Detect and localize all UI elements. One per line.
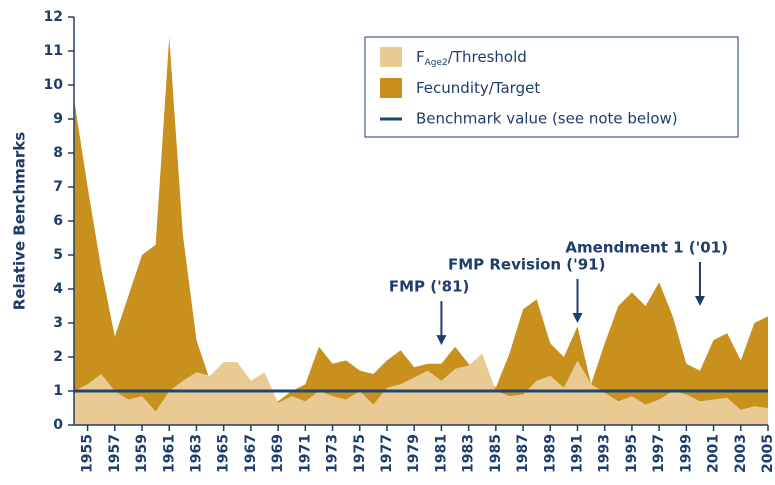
legend-label: FAge2/Threshold (416, 48, 527, 68)
y-tick-label: 0 (53, 417, 63, 433)
arrow-head (436, 335, 447, 346)
x-tick-label: 1983 (461, 434, 477, 473)
y-tick-label: 6 (53, 213, 63, 229)
x-tick-label: 1987 (515, 434, 531, 473)
y-axis-label: Relative Benchmarks (11, 132, 29, 310)
x-tick-label: 2005 (760, 434, 775, 473)
x-tick-label: 1961 (161, 434, 177, 473)
x-tick-label: 1975 (352, 434, 368, 473)
x-tick-label: 1997 (651, 434, 667, 473)
area (74, 37, 768, 426)
x-tick-label: 1967 (243, 434, 259, 473)
x-tick-label: 2001 (706, 434, 722, 473)
y-tick-label: 11 (44, 43, 63, 59)
x-tick-label: 1959 (134, 434, 150, 473)
y-tick-label: 8 (53, 145, 63, 161)
x-tick-label: 1991 (569, 434, 585, 473)
x-tick-label: 1969 (270, 434, 286, 473)
x-tick-label: 1965 (216, 434, 232, 473)
x-tick-label: 1985 (488, 434, 504, 473)
x-tick-label: 1993 (597, 434, 613, 473)
y-tick-label: 5 (53, 247, 63, 263)
y-tick-label: 9 (53, 111, 63, 127)
y-tick-label: 7 (53, 179, 63, 195)
y-tick-label: 4 (53, 281, 63, 297)
x-tick-label: 1989 (542, 434, 558, 473)
legend-label-part: Fecundity/Target (416, 79, 540, 97)
x-tick-label: 1973 (325, 434, 341, 473)
legend-box (364, 36, 739, 138)
x-tick-label: 1981 (433, 434, 449, 473)
legend-label: Benchmark value (see note below) (416, 110, 678, 128)
legend-swatch (380, 78, 402, 98)
x-tick-label: 1977 (379, 434, 395, 473)
arrow-head (694, 296, 705, 306)
x-tick-label: 2003 (733, 434, 749, 473)
arrow-head (572, 313, 583, 323)
legend-label-part: /Threshold (448, 48, 527, 66)
y-tick-label: 3 (53, 315, 63, 331)
x-tick-label: 1957 (107, 434, 123, 473)
legend-swatch (380, 47, 402, 67)
y-tick-label: 1 (53, 383, 63, 399)
x-tick-label: 1955 (80, 434, 96, 473)
y-tick-label: 2 (53, 349, 63, 365)
annotation-label: FMP ('81) (389, 278, 470, 296)
x-tick-label: 1995 (624, 434, 640, 473)
legend-label: Fecundity/Target (416, 79, 540, 97)
x-tick-label: 1979 (406, 434, 422, 473)
annotation-label: FMP Revision ('91) (448, 256, 606, 274)
annotation-label: Amendment 1 ('01) (565, 239, 728, 257)
legend-label-part: Age2 (425, 58, 448, 68)
x-tick-label: 1963 (188, 434, 204, 473)
x-tick-label: 1999 (678, 434, 694, 473)
area (74, 353, 768, 425)
legend-label-part: F (416, 48, 425, 66)
y-tick-label: 10 (44, 77, 64, 93)
y-tick-label: 12 (44, 9, 63, 25)
x-tick-label: 1971 (297, 434, 313, 473)
